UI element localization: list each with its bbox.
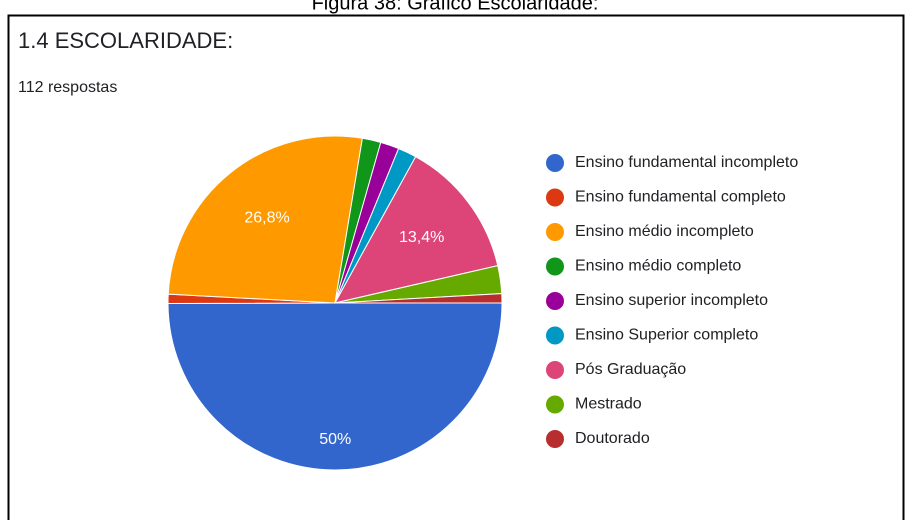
legend-label: Ensino Superior completo xyxy=(575,327,758,344)
legend-label: Ensino médio incompleto xyxy=(575,223,754,240)
legend-label: Ensino fundamental completo xyxy=(575,189,786,206)
pie-slice xyxy=(334,156,499,304)
legend-label: Mestrado xyxy=(575,396,642,413)
legend-label: Ensino superior incompleto xyxy=(575,292,768,309)
subtitle: 112 respostas xyxy=(18,79,117,96)
caption: Figura 38: Gráfico Escolaridade: xyxy=(312,0,599,14)
legend-swatch xyxy=(546,188,564,207)
data-label: 13,4% xyxy=(399,229,444,246)
legend-swatch xyxy=(546,361,564,379)
chart-title: 1.4 ESCOLARIDADE: xyxy=(18,28,233,53)
legend-swatch xyxy=(546,223,564,241)
legend-swatch xyxy=(546,292,564,310)
legend-label: Doutorado xyxy=(575,430,650,447)
legend-swatch xyxy=(546,430,564,448)
legend-swatch xyxy=(546,395,564,414)
legend-label: Ensino médio completo xyxy=(575,258,741,275)
legend-label: Pós Graduação xyxy=(575,361,686,378)
legend-swatch xyxy=(546,257,564,276)
pie-slice xyxy=(334,293,503,304)
pie-slice xyxy=(167,302,503,471)
legend-swatch xyxy=(546,326,564,345)
data-label: 50% xyxy=(319,431,351,448)
legend-label: Ensino fundamental incompleto xyxy=(575,154,798,171)
pie-slice xyxy=(167,135,363,304)
legend-swatch xyxy=(546,154,564,172)
data-label: 26,8% xyxy=(244,210,289,227)
